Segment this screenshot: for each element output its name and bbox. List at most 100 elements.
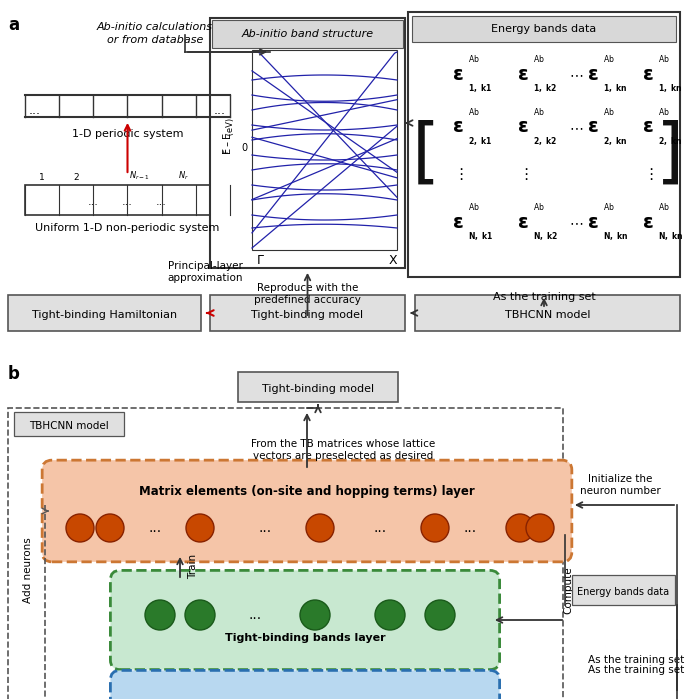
FancyBboxPatch shape (212, 20, 403, 48)
Text: 0: 0 (242, 143, 248, 153)
Text: ...: ... (249, 608, 262, 622)
Text: Tight-binding bands layer: Tight-binding bands layer (225, 633, 385, 643)
FancyBboxPatch shape (25, 185, 230, 215)
Text: $\mathbf{N,\ kn}$: $\mathbf{N,\ kn}$ (658, 230, 683, 242)
FancyBboxPatch shape (572, 575, 675, 605)
Text: As the training set: As the training set (588, 655, 684, 665)
Text: $\mathbf{\varepsilon}$: $\mathbf{\varepsilon}$ (517, 117, 529, 136)
Text: Tight-binding model: Tight-binding model (262, 384, 374, 394)
Text: E – E: E – E (223, 132, 233, 154)
Text: $\mathbf{N,\ k1}$: $\mathbf{N,\ k1}$ (468, 230, 493, 242)
Text: $\rm{Ab}$: $\rm{Ab}$ (603, 106, 614, 117)
Text: As the training set: As the training set (588, 665, 684, 675)
Text: $\mathbf{2,\ kn}$: $\mathbf{2,\ kn}$ (603, 135, 627, 147)
Text: $\rm{Ab}$: $\rm{Ab}$ (658, 201, 670, 212)
Text: Γ: Γ (256, 254, 264, 266)
Text: Energy bands data: Energy bands data (577, 587, 669, 597)
Text: ...: ... (122, 197, 133, 207)
Text: $\vdots$: $\vdots$ (643, 166, 653, 182)
Text: $\rm{Ab}$: $\rm{Ab}$ (658, 106, 670, 117)
Ellipse shape (186, 514, 214, 542)
Text: Reproduce with the
predefined accuracy: Reproduce with the predefined accuracy (254, 283, 361, 305)
Text: $\rm{Ab}$: $\rm{Ab}$ (468, 106, 479, 117)
Ellipse shape (375, 600, 405, 630)
Text: 2: 2 (73, 173, 79, 182)
Text: 1: 1 (39, 173, 45, 182)
FancyBboxPatch shape (210, 18, 405, 268)
Text: Compute: Compute (563, 566, 573, 614)
Text: Uniform 1-D non-periodic system: Uniform 1-D non-periodic system (36, 223, 220, 233)
FancyBboxPatch shape (210, 295, 405, 331)
Text: $\mathbf{\varepsilon}$: $\mathbf{\varepsilon}$ (643, 212, 653, 231)
Text: ...: ... (258, 521, 271, 535)
FancyBboxPatch shape (238, 372, 398, 402)
Text: (eV): (eV) (227, 118, 236, 138)
Text: ...: ... (214, 103, 226, 117)
Text: ...: ... (149, 521, 162, 535)
Text: ...: ... (464, 521, 477, 535)
Text: a: a (8, 16, 19, 34)
Text: Tight-binding model: Tight-binding model (251, 310, 364, 320)
Text: ...: ... (29, 103, 41, 117)
Text: $\rm{Ab}$: $\rm{Ab}$ (533, 53, 545, 64)
Ellipse shape (306, 514, 334, 542)
Ellipse shape (185, 600, 215, 630)
Text: $\mathbf{N,\ kn}$: $\mathbf{N,\ kn}$ (603, 230, 628, 242)
Ellipse shape (506, 514, 534, 542)
Text: $\mathbf{2,\ k1}$: $\mathbf{2,\ k1}$ (468, 135, 492, 147)
FancyBboxPatch shape (8, 295, 201, 331)
Text: $\rm{Ab}$: $\rm{Ab}$ (533, 106, 545, 117)
Text: $\mathbf{2,\ kn}$: $\mathbf{2,\ kn}$ (658, 135, 682, 147)
Ellipse shape (526, 514, 554, 542)
Text: ...: ... (88, 197, 99, 207)
Ellipse shape (421, 514, 449, 542)
Text: $\rm{Ab}$: $\rm{Ab}$ (603, 201, 614, 212)
Text: TBHCNN model: TBHCNN model (29, 421, 109, 431)
Text: $N_{r-1}$: $N_{r-1}$ (129, 169, 150, 182)
Text: Matrix elements (on-site and hopping terms) layer: Matrix elements (on-site and hopping ter… (139, 486, 475, 498)
Text: Ab-initio calculations: Ab-initio calculations (97, 22, 213, 32)
Text: $N_r$: $N_r$ (178, 169, 189, 182)
Text: Energy bands data: Energy bands data (491, 24, 597, 34)
Ellipse shape (66, 514, 94, 542)
FancyBboxPatch shape (8, 408, 563, 699)
Text: Initialize the
neuron number: Initialize the neuron number (580, 474, 660, 496)
Text: Principal-layer
approximation: Principal-layer approximation (168, 261, 243, 283)
Text: $\mathbf{\varepsilon}$: $\mathbf{\varepsilon}$ (517, 212, 529, 231)
Ellipse shape (300, 600, 330, 630)
Text: b: b (8, 365, 20, 383)
Text: $\rm{Ab}$: $\rm{Ab}$ (468, 53, 479, 64)
FancyBboxPatch shape (412, 16, 676, 42)
Text: $\mathbf{\varepsilon}$: $\mathbf{\varepsilon}$ (643, 64, 653, 83)
FancyBboxPatch shape (415, 295, 680, 331)
Text: ...: ... (373, 521, 386, 535)
Text: $\mathbf{\varepsilon}$: $\mathbf{\varepsilon}$ (587, 64, 599, 83)
Text: $\mathbf{N,\ k2}$: $\mathbf{N,\ k2}$ (533, 230, 558, 242)
Ellipse shape (96, 514, 124, 542)
FancyBboxPatch shape (408, 12, 680, 277)
Text: or from database: or from database (107, 35, 203, 45)
Text: $\mathbf{\varepsilon}$: $\mathbf{\varepsilon}$ (517, 64, 529, 83)
Text: 1-D periodic system: 1-D periodic system (72, 129, 184, 139)
Text: From the TB matrices whose lattice
vectors are preselected as desired: From the TB matrices whose lattice vecto… (251, 439, 435, 461)
Ellipse shape (425, 600, 455, 630)
Text: X: X (388, 254, 397, 266)
Text: $\vdots$: $\vdots$ (518, 166, 528, 182)
Text: $\mathbf{\varepsilon}$: $\mathbf{\varepsilon}$ (452, 64, 464, 83)
FancyBboxPatch shape (110, 670, 499, 699)
FancyBboxPatch shape (110, 570, 499, 670)
Text: $\mathbf{1,\ k2}$: $\mathbf{1,\ k2}$ (533, 82, 557, 94)
Text: $\mathbf{2,\ k2}$: $\mathbf{2,\ k2}$ (533, 135, 557, 147)
Text: $\cdots$: $\cdots$ (569, 120, 583, 134)
Text: Tight-binding Hamiltonian: Tight-binding Hamiltonian (32, 310, 177, 320)
Text: F: F (223, 149, 229, 153)
Ellipse shape (145, 600, 175, 630)
Text: $\rm{Ab}$: $\rm{Ab}$ (603, 53, 614, 64)
Text: Train: Train (188, 554, 198, 579)
Text: $\rm{Ab}$: $\rm{Ab}$ (658, 53, 670, 64)
Text: $\mathbf{\varepsilon}$: $\mathbf{\varepsilon}$ (587, 212, 599, 231)
Text: [: [ (412, 120, 440, 189)
Text: $\mathbf{\varepsilon}$: $\mathbf{\varepsilon}$ (452, 212, 464, 231)
Text: $\cdots$: $\cdots$ (569, 67, 583, 81)
Text: ...: ... (156, 197, 167, 207)
